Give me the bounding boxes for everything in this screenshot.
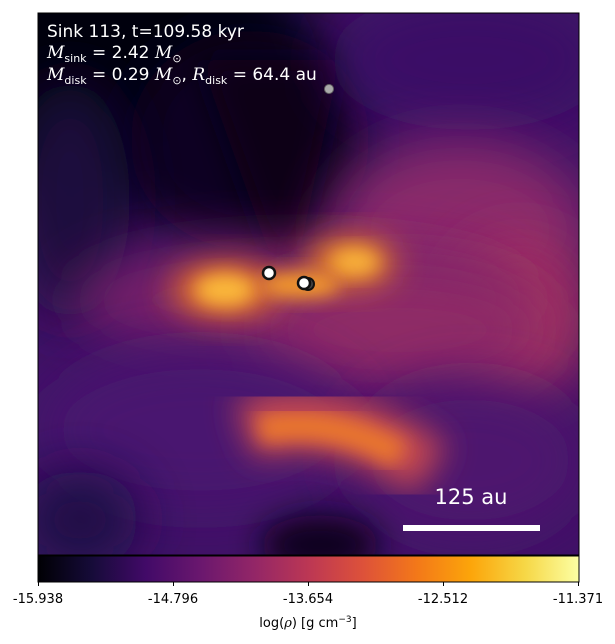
sink-mass-value: 2.42 <box>112 43 150 63</box>
sink-particle-distant <box>324 84 334 94</box>
sink-particles <box>261 84 334 291</box>
disk-props-label: Mdisk = 0.29 M⊙, Rdisk = 64.4 au <box>46 65 317 87</box>
colorbar-axis-label: log(ρ) [g cm−3] <box>259 615 356 631</box>
sink-particle-main <box>261 265 277 281</box>
colorbar <box>37 555 580 583</box>
disk-mass-value: 0.29 <box>112 65 150 85</box>
image-frame <box>37 12 580 556</box>
disk-radius-unit: au <box>296 65 317 85</box>
density-map <box>38 13 579 555</box>
sink-particle-companion <box>296 275 312 291</box>
colorbar-tick-label: -12.512 <box>418 592 468 607</box>
sink-mass-label: Msink = 2.42 M⊙ <box>46 43 182 65</box>
colorbar-ticks <box>38 582 579 586</box>
scalebar <box>403 525 540 531</box>
colorbar-tick-label: -14.796 <box>148 592 198 607</box>
colorbar-tick-label: -11.371 <box>553 592 603 607</box>
scalebar-label: 125 au <box>435 485 508 509</box>
colorbar-tick-label: -15.938 <box>13 592 63 607</box>
panel-title: Sink 113, t=109.58 kyr <box>47 22 244 42</box>
disk-radius-value: 64.4 <box>252 65 290 85</box>
colorbar-tick-label: -13.654 <box>283 592 333 607</box>
